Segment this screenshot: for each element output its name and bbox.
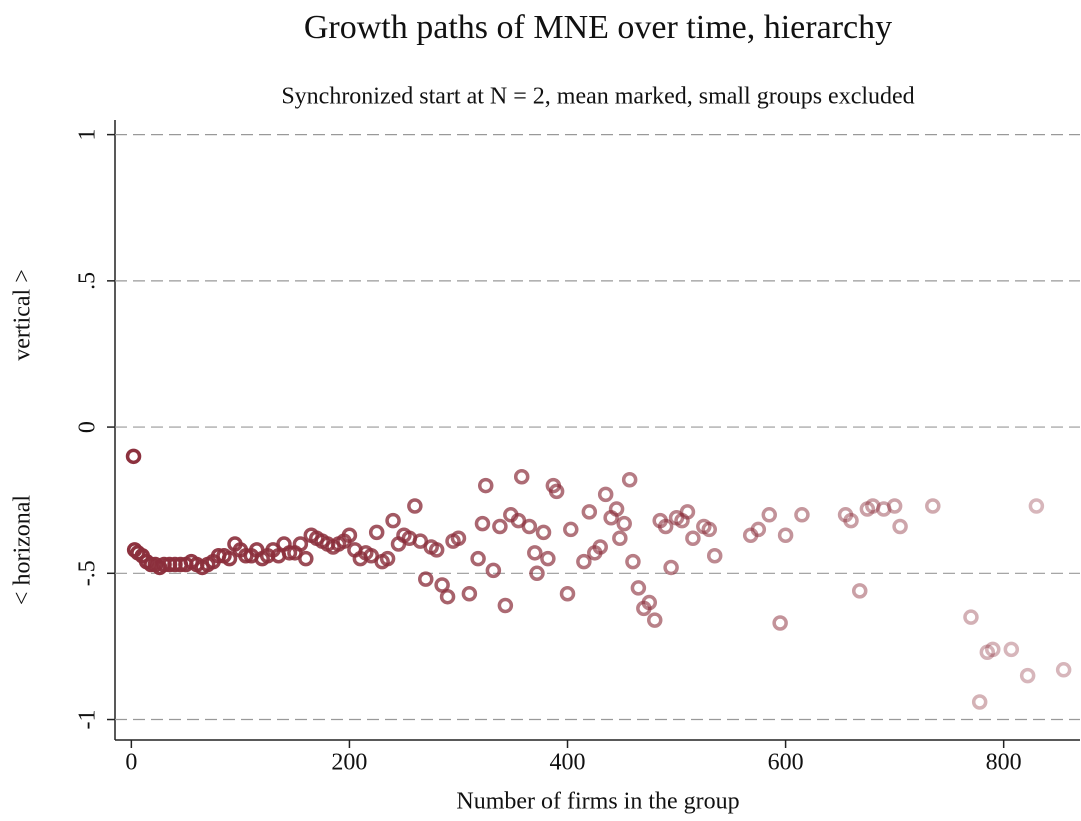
mean-marker bbox=[851, 583, 868, 599]
mean-marker bbox=[621, 471, 638, 488]
mean-marker bbox=[434, 577, 450, 593]
mean-marker bbox=[385, 512, 401, 529]
mean-marker bbox=[292, 536, 309, 552]
mean-marker bbox=[428, 542, 445, 558]
x-tick-label: 200 bbox=[331, 750, 367, 776]
mean-marker bbox=[1019, 667, 1036, 684]
x-tick-label: 400 bbox=[550, 750, 586, 776]
mean-marker bbox=[979, 644, 996, 661]
mean-marker bbox=[777, 527, 794, 544]
chart-title: Growth paths of MNE over time, hierarchy bbox=[304, 9, 892, 46]
mean-marker bbox=[925, 498, 941, 514]
mean-marker bbox=[875, 501, 892, 517]
mean-marker bbox=[985, 641, 1001, 658]
mean-marker bbox=[859, 501, 876, 517]
mean-marker bbox=[685, 530, 701, 546]
mean-marker bbox=[521, 518, 538, 535]
mean-marker bbox=[450, 530, 467, 546]
mean-marker bbox=[540, 550, 556, 567]
mean-marker bbox=[843, 512, 859, 529]
y-tick-label: 0 bbox=[75, 421, 101, 433]
mean-marker bbox=[612, 530, 628, 546]
x-tick-label: 600 bbox=[768, 750, 804, 776]
mean-marker bbox=[439, 588, 456, 605]
mean-marker bbox=[368, 524, 385, 541]
mean-marker bbox=[646, 612, 663, 628]
mean-marker bbox=[559, 586, 576, 602]
mean-marker bbox=[592, 539, 608, 555]
mean-marker bbox=[701, 521, 718, 538]
mean-marker bbox=[625, 553, 641, 570]
mean-marker bbox=[750, 521, 767, 538]
chart-subtitle: Synchronized start at N = 2, mean marked… bbox=[281, 84, 914, 110]
mean-marker bbox=[1055, 662, 1072, 678]
mean-marker bbox=[761, 507, 777, 523]
y-axis-label-upper: vertical > bbox=[10, 269, 36, 361]
mean-marker bbox=[492, 518, 508, 535]
mean-marker bbox=[281, 545, 298, 561]
mean-marker bbox=[407, 498, 423, 514]
mean-marker bbox=[341, 527, 358, 544]
mean-marker bbox=[461, 586, 478, 602]
mean-marker bbox=[548, 483, 565, 500]
y-tick-label: 1 bbox=[75, 129, 101, 141]
mean-marker bbox=[125, 448, 142, 465]
mean-marker bbox=[379, 550, 396, 567]
mean-marker bbox=[298, 550, 314, 567]
mean-marker bbox=[563, 521, 579, 538]
mean-marker bbox=[477, 477, 494, 494]
y-tick-label: -1 bbox=[75, 710, 101, 730]
mean-marker bbox=[221, 550, 238, 567]
mean-marker bbox=[641, 594, 658, 611]
mean-marker bbox=[474, 515, 491, 532]
mean-marker bbox=[971, 694, 988, 710]
mean-marker bbox=[794, 507, 810, 523]
y-axis-label-lower: < horizonal bbox=[10, 495, 36, 606]
mean-marker bbox=[963, 609, 979, 625]
mean-marker bbox=[485, 562, 502, 579]
mean-marker bbox=[657, 518, 674, 535]
x-tick-label: 0 bbox=[125, 750, 137, 776]
mean-marker bbox=[497, 597, 514, 614]
mean-marker bbox=[418, 571, 434, 587]
mean-marker bbox=[616, 515, 632, 532]
mean-marker bbox=[630, 580, 647, 596]
mean-marker bbox=[772, 615, 788, 631]
mean-marker bbox=[679, 504, 696, 520]
mean-marker bbox=[865, 498, 881, 514]
mean-marker bbox=[535, 524, 552, 541]
x-axis-label: Number of firms in the group bbox=[456, 789, 739, 815]
mean-marker bbox=[706, 548, 723, 564]
mean-marker bbox=[597, 486, 614, 503]
mean-marker bbox=[527, 545, 543, 561]
mean-marker bbox=[892, 518, 908, 535]
mean-marker bbox=[581, 504, 598, 520]
y-tick-label: .5 bbox=[75, 272, 101, 290]
mean-marker bbox=[513, 469, 530, 485]
x-tick-label: 800 bbox=[986, 750, 1022, 776]
mean-marker bbox=[1028, 498, 1045, 514]
mean-marker bbox=[576, 553, 592, 570]
mean-marker bbox=[470, 550, 486, 567]
mean-marker bbox=[886, 498, 903, 514]
mean-marker bbox=[608, 501, 625, 517]
mean-marker bbox=[1003, 641, 1020, 658]
mean-marker bbox=[837, 507, 854, 523]
mean-marker bbox=[663, 559, 679, 576]
y-tick-label: -.5 bbox=[75, 560, 101, 586]
mean-marker bbox=[529, 565, 545, 582]
